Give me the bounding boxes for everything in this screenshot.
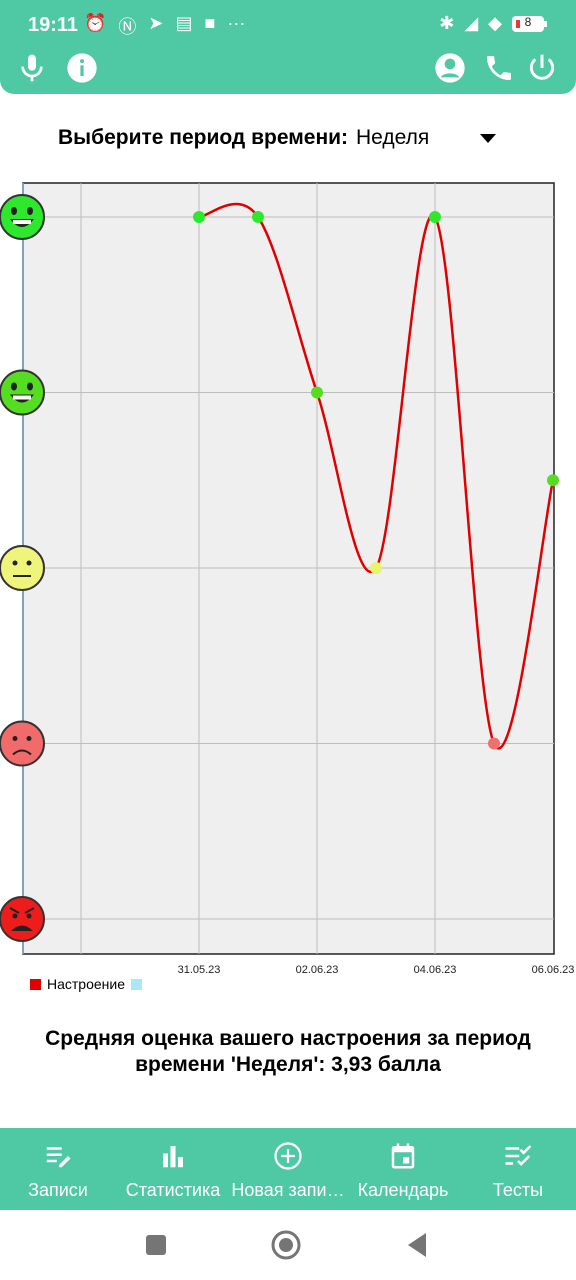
legend-swatch-mood: [30, 978, 41, 990]
bar-chart-icon: [157, 1140, 189, 1172]
status-time: 19:11: [28, 14, 79, 36]
mood-line-chart: 31.05.23 02.06.23 04.06.23 06.06.23: [0, 182, 575, 976]
phone-icon[interactable]: [481, 50, 517, 86]
angry-face-icon: [0, 896, 45, 942]
neutral-face-icon: [0, 545, 45, 591]
alarm-icon: ⏰: [84, 13, 107, 33]
data-point-02.06.23: [311, 386, 323, 399]
bottom-navigation: Записи Статистика Новая запи… Календарь …: [0, 1128, 576, 1210]
bluetooth-icon: ✱: [439, 13, 455, 33]
back-icon: [408, 1233, 426, 1257]
square-icon: ■: [204, 13, 216, 33]
data-point-05.06.23: [488, 737, 500, 750]
nav-item-new-entry[interactable]: Новая запи…: [228, 1128, 348, 1210]
period-dropdown[interactable]: Неделя: [356, 126, 496, 154]
recents-button[interactable]: [141, 1230, 171, 1260]
dropdown-arrow-icon: [480, 134, 496, 143]
very-happy-face-icon: [0, 194, 45, 240]
recents-icon: [146, 1235, 166, 1255]
nav-label-statistics: Статистика: [125, 1180, 221, 1200]
data-point-06.06.23: [547, 474, 559, 487]
data-point-01.06.23: [252, 211, 264, 223]
battery-level: 8: [524, 14, 532, 29]
period-label: Выберите период времени:: [58, 126, 349, 149]
average-mood-summary: Средняя оценка вашего настроения за пери…: [45, 1027, 531, 1076]
legend-label-mood: Настроение: [47, 976, 126, 992]
home-button[interactable]: [271, 1230, 301, 1260]
status-bar: 19:11 ⏰ Ⓝ ➤ ▤ ■ ··· ✱ ◢ ◆ 8: [0, 0, 576, 44]
x-tick-label: 02.06.23: [296, 964, 339, 976]
calendar-icon: [387, 1140, 419, 1172]
more-icon: ···: [227, 13, 246, 33]
status-system-icons: ✱ ◢ ◆ 8: [439, 13, 547, 34]
signal-icon: ◢: [464, 13, 479, 33]
nav-label-tests: Тесты: [492, 1180, 544, 1200]
notes-edit-icon: [42, 1140, 74, 1172]
x-tick-label: 31.05.23: [178, 964, 221, 976]
nav-item-calendar[interactable]: Календарь: [353, 1128, 453, 1210]
nav-label-new-entry: Новая запи…: [231, 1180, 345, 1200]
power-icon[interactable]: [524, 50, 560, 86]
status-notification-icons: ⏰ Ⓝ ➤ ▤ ■ ···: [84, 13, 245, 39]
battery-icon: 8: [512, 14, 547, 32]
system-navigation-bar: [0, 1210, 576, 1280]
checklist-icon: [502, 1140, 534, 1172]
period-selected-value: Неделя: [356, 126, 430, 149]
home-icon: [271, 1230, 301, 1260]
sad-face-icon: [0, 720, 45, 767]
telegram-icon: ➤: [148, 13, 164, 33]
app-bar: [0, 44, 576, 94]
data-point-31.05.23: [193, 211, 205, 223]
wifi-icon: ◆: [488, 13, 502, 33]
account-icon[interactable]: [432, 50, 468, 86]
info-icon[interactable]: [64, 50, 100, 86]
x-tick-label: 04.06.23: [414, 964, 457, 976]
add-circle-icon: [272, 1140, 304, 1172]
nav-item-tests[interactable]: Тесты: [478, 1128, 558, 1210]
back-button[interactable]: [402, 1230, 432, 1260]
legend-swatch-extra: [131, 978, 143, 990]
data-point-04.06.23: [429, 211, 441, 223]
nfc-icon: Ⓝ: [118, 17, 137, 37]
nav-label-calendar: Календарь: [357, 1180, 449, 1200]
nav-item-statistics[interactable]: Статистика: [120, 1128, 226, 1210]
data-point-03.06.23: [370, 562, 382, 574]
happy-face-icon: [0, 369, 45, 416]
period-selector-row: Выберите период времени: Неделя: [0, 118, 576, 158]
chart-legend: Настроение: [30, 976, 148, 992]
mood-chart: 31.05.23 02.06.23 04.06.23 06.06.23: [0, 180, 576, 1000]
microphone-icon[interactable]: [14, 50, 50, 86]
x-tick-label: 06.06.23: [532, 964, 575, 976]
nav-label-notes: Записи: [28, 1180, 88, 1200]
message-icon: ▤: [175, 13, 193, 33]
nav-item-notes[interactable]: Записи: [16, 1128, 100, 1210]
